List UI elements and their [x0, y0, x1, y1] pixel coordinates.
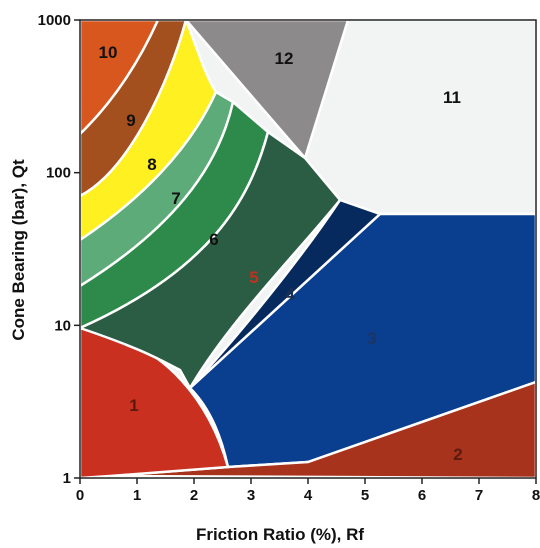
zone-2-label: 2	[453, 445, 462, 464]
zone-5-region	[76, 129, 342, 391]
zone-9-label: 9	[126, 111, 135, 130]
y-tick-label: 1000	[38, 12, 71, 29]
zone-10-label: 10	[99, 43, 118, 62]
y-tick-label: 10	[54, 317, 71, 334]
zone-5-label: 5	[249, 268, 258, 287]
x-tick-label: 6	[418, 487, 426, 504]
zone-4-label: 4	[285, 285, 295, 304]
x-tick-label: 2	[190, 487, 198, 504]
x-axis-title: Friction Ratio (%), Rf	[196, 525, 364, 544]
x-tick-label: 1	[133, 487, 141, 504]
x-tick-label: 8	[532, 487, 540, 504]
y-tick-label: 100	[46, 165, 71, 182]
zone-1-label: 1	[129, 396, 138, 415]
zone-12-label: 12	[275, 49, 294, 68]
zone-3-label: 3	[367, 329, 376, 348]
zone-6-label: 6	[209, 230, 218, 249]
y-tick-label: 1	[63, 470, 71, 487]
x-tick-label: 0	[76, 487, 84, 504]
x-tick-label: 4	[304, 487, 313, 504]
zone-7-label: 7	[171, 189, 180, 208]
x-tick-label: 3	[247, 487, 255, 504]
y-axis-title: Cone Bearing (bar), Qt	[9, 159, 28, 341]
zone-4-region	[189, 198, 383, 389]
x-tick-label: 5	[361, 487, 369, 504]
zone-11-label: 11	[443, 88, 461, 107]
zones-layer	[76, 16, 538, 480]
x-tick-label: 7	[475, 487, 483, 504]
zone-8-label: 8	[147, 155, 156, 174]
